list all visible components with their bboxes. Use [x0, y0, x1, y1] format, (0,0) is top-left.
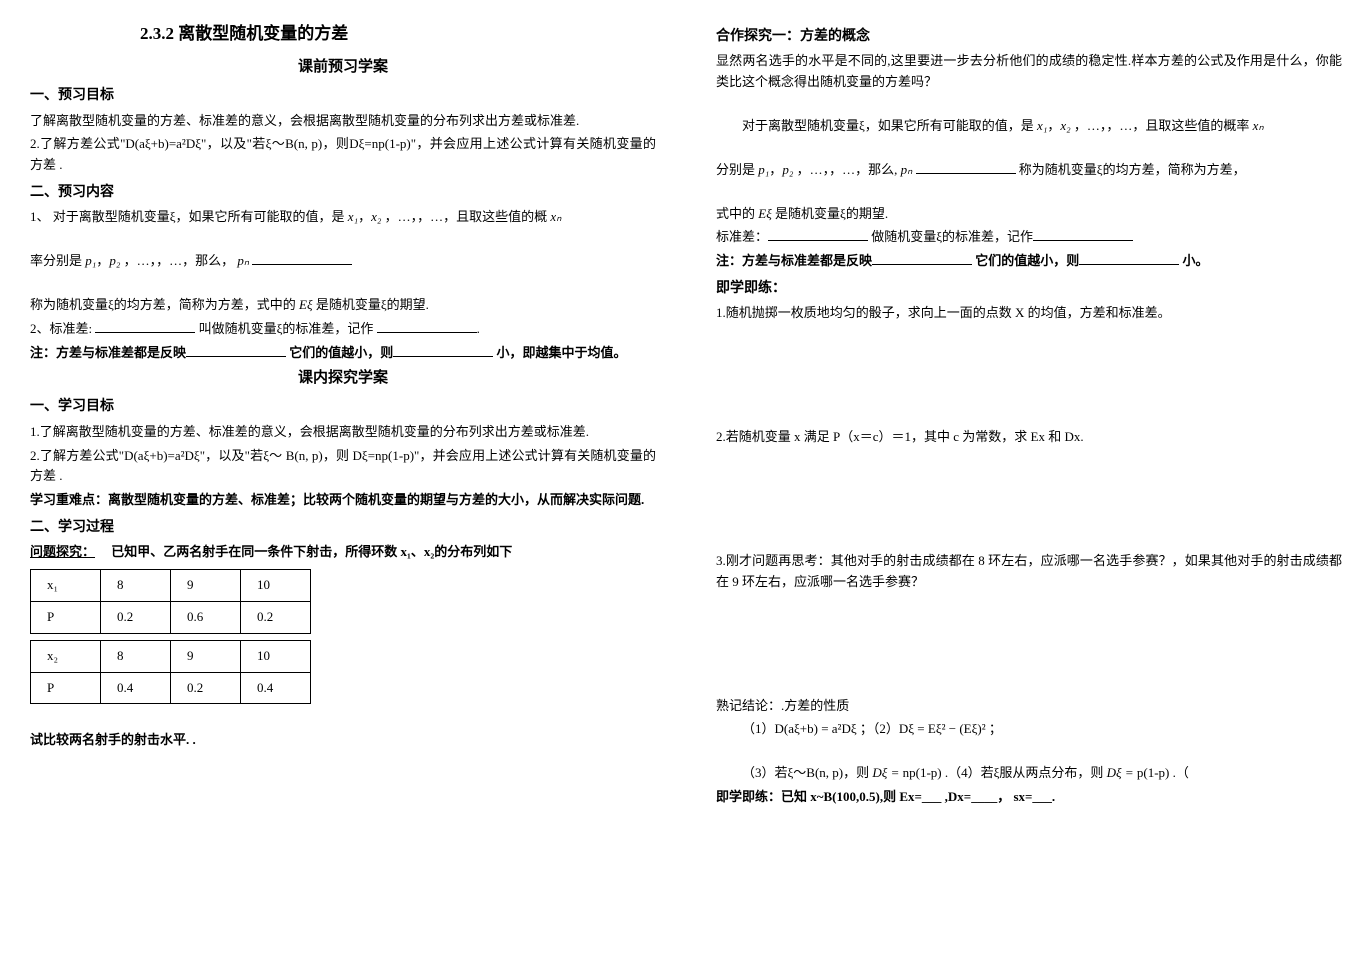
cell: 0.6	[171, 601, 241, 633]
pre-goal-2: 2.了解方差公式"D(aξ+b)=a²Dξ"，以及"若ξ～B(n, p)，则Dξ…	[30, 134, 656, 176]
process-header: 二、学习过程	[30, 517, 656, 539]
in-class-subtitle: 课内探究学案	[30, 366, 656, 390]
std-dev: 标准差： 做随机变量ξ的标准差，记作	[716, 227, 1342, 248]
cell: 9	[171, 570, 241, 602]
note-line: 注：方差与标准差都是反映 它们的值越小，则 小，即越集中于均值。	[30, 343, 656, 364]
table-row: x₂ 8 9 10	[31, 640, 311, 672]
pre-study-subtitle: 课前预习学案	[30, 55, 656, 79]
cell: P	[31, 672, 101, 704]
cell: 0.2	[171, 672, 241, 704]
coop-content-2: 分别是 p₁，p₂ ，…，，…，那么, pₙ 称为随机变量ξ的均方差，简称为方差…	[716, 160, 1342, 181]
cell: 8	[101, 570, 171, 602]
table-1: x₁ 8 9 10 P 0.2 0.6 0.2	[30, 569, 311, 634]
pre-goal-1: 了解离散型随机变量的方差、标准差的意义，会根据离散型随机变量的分布列求出方差或标…	[30, 111, 656, 132]
note2: 注：方差与标准差都是反映 它们的值越小，则 小。	[716, 251, 1342, 272]
pre-content-1: 1、 对于离散型随机变量ξ，如果它所有可能取的值，是 x₁，x₂ ，…，，…，且…	[30, 207, 656, 228]
cell: 0.2	[101, 601, 171, 633]
key-point: 学习重难点：离散型随机变量的方差、标准差；比较两个随机变量的期望与方差的大小，从…	[30, 490, 656, 511]
practice-3: 3.刚才问题再思考：其他对手的射击成绩都在 8 环左右，应派哪一名选手参赛？，如…	[716, 551, 1342, 593]
table-row: x₁ 8 9 10	[31, 570, 311, 602]
pre-content-header: 二、预习内容	[30, 182, 656, 204]
cell: P	[31, 601, 101, 633]
pre-content-2: 率分别是 p₁，p₂ ，…，，…，那么， pₙ	[30, 251, 656, 272]
cell: 0.4	[101, 672, 171, 704]
cell: 8	[101, 640, 171, 672]
coop-content-3: 式中的 Eξ 是随机变量ξ的期望.	[716, 204, 1342, 225]
practice-header: 即学即练：	[716, 278, 1342, 300]
document-title: 2.3.2 离散型随机变量的方差	[140, 20, 656, 47]
formula-1: （1）D(aξ+b) = a²Dξ ；（2）Dξ = Eξ² − (Eξ)² ；	[716, 719, 1342, 740]
formula-2: （3）若ξ～B(n, p)，则 Dξ = np(1-p) .（4）若ξ服从两点分…	[716, 763, 1342, 784]
cell: x₁	[31, 570, 101, 602]
table-row: P 0.4 0.2 0.4	[31, 672, 311, 704]
study-goal-1: 1.了解离散型随机变量的方差、标准差的意义，会根据离散型随机变量的分布列求出方差…	[30, 422, 656, 443]
pre-content-3: 称为随机变量ξ的均方差，简称为方差，式中的 Eξ 是随机变量ξ的期望.	[30, 295, 656, 316]
pre-content-4: 2、标准差: 叫做随机变量ξ的标准差，记作 .	[30, 319, 656, 340]
practice-2: 2.若随机变量 x 满足 P（x＝c）＝1，其中 c 为常数，求 Ex 和 Dx…	[716, 427, 1342, 448]
final-practice: 即学即练：已知 x~B(100,0.5),则 Ex=___ ,Dx=____， …	[716, 787, 1342, 808]
cell: 0.4	[241, 672, 311, 704]
coop-text: 显然两名选手的水平是不同的,这里要进一步去分析他们的成绩的稳定性.样本方差的公式…	[716, 51, 1342, 93]
conclusion-header: 熟记结论：.方差的性质	[716, 696, 1342, 717]
coop-content-1: 对于离散型随机变量ξ，如果它所有可能取的值，是 x₁，x₂ ，…，，…，且取这些…	[716, 116, 1342, 137]
explore-line: 问题探究： 已知甲、乙两名射手在同一条件下射击，所得环数 x₁、x₂的分布列如下	[30, 542, 656, 563]
cell: 0.2	[241, 601, 311, 633]
table-row: P 0.2 0.6 0.2	[31, 601, 311, 633]
practice-1: 1.随机抛掷一枚质地均匀的骰子，求向上一面的点数 X 的均值，方差和标准差。	[716, 303, 1342, 324]
cell: 9	[171, 640, 241, 672]
compare-text: 试比较两名射手的射击水平. .	[30, 730, 656, 751]
study-goal-2: 2.了解方差公式"D(aξ+b)=a²Dξ"，以及"若ξ～ B(n, p)，则 …	[30, 446, 656, 488]
pre-goal-header: 一、预习目标	[30, 85, 656, 107]
table-2: x₂ 8 9 10 P 0.4 0.2 0.4	[30, 640, 311, 705]
cell: 10	[241, 570, 311, 602]
coop-header: 合作探究一：方差的概念	[716, 26, 1342, 48]
cell: x₂	[31, 640, 101, 672]
cell: 10	[241, 640, 311, 672]
study-goal-header: 一、学习目标	[30, 396, 656, 418]
